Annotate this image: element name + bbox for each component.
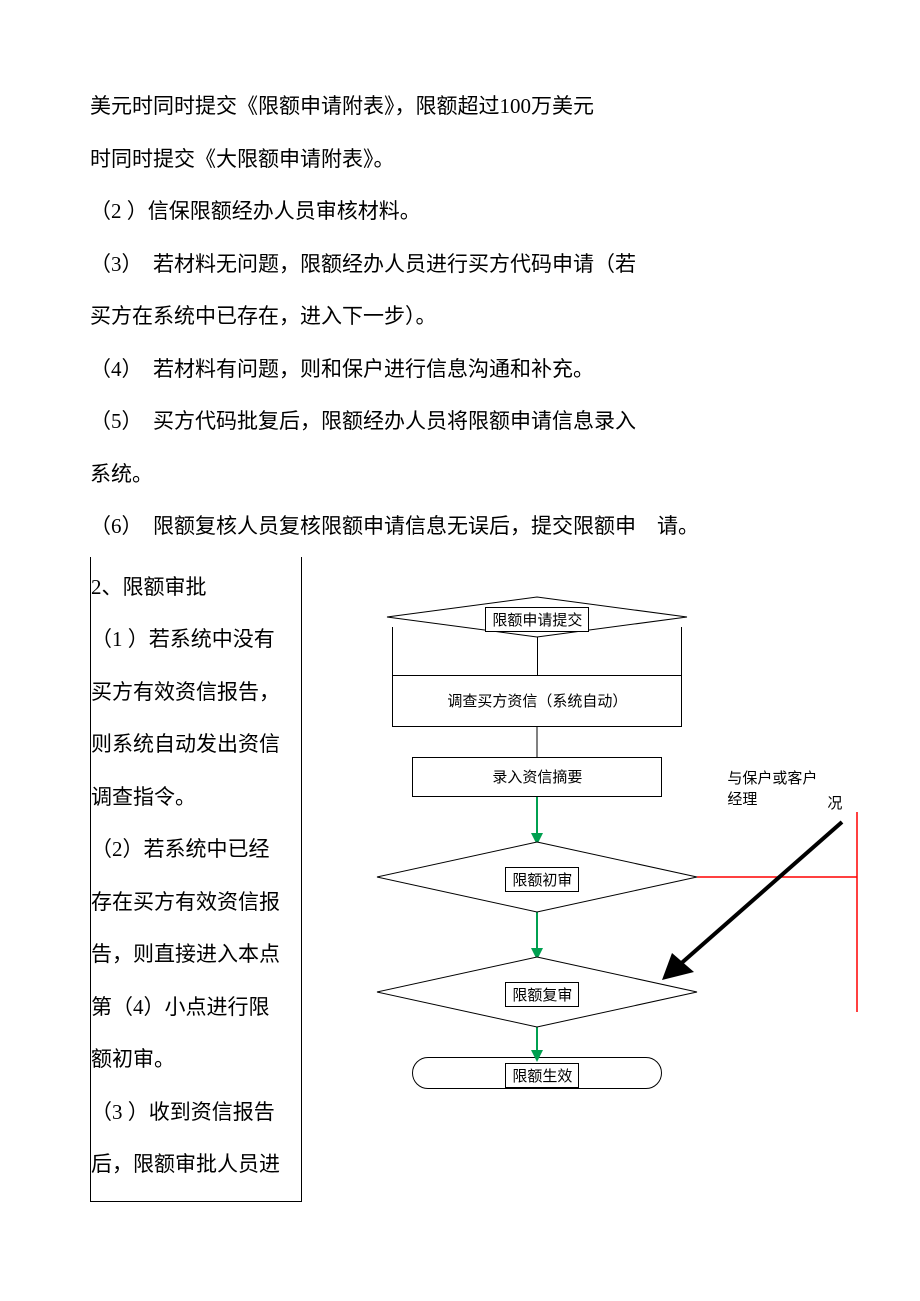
two-column-section: 2、限额审批 （1 ）若系统中没有 买方有效资信报告， 则系统自动发出资信 调查… <box>90 557 830 1202</box>
flow-node-submit-label: 限额申请提交 <box>485 607 589 632</box>
flow-node-input: 录入资信摘要 <box>412 757 662 797</box>
para-3-line-2: 买方在系统中已存在，进入下一步）。 <box>90 290 830 343</box>
flow-second-review-label: 限额复审 <box>505 982 579 1007</box>
left-line: 调查指令。 <box>91 771 293 824</box>
left-line: 额初审。 <box>91 1033 293 1086</box>
arrow-to-second-review <box>530 912 544 960</box>
para-1-line-1: 美元时同时提交《限额申请附表》，限额超过100万美元 <box>90 80 830 133</box>
left-line: 第（4）小点进行限 <box>91 981 293 1034</box>
left-line: （1 ）若系统中没有 <box>91 613 293 666</box>
arrow-to-first-review <box>530 797 544 845</box>
para-2: （2 ）信保限额经办人员审核材料。 <box>90 185 830 238</box>
flow-side-label-2: 况 <box>827 792 842 813</box>
left-line: 存在买方有效资信报 <box>91 876 293 929</box>
para-6: （6） 限额复核人员复核限额申请信息无误后，提交限额申 请。 <box>90 500 830 553</box>
para-4: （4） 若材料有问题，则和保户进行信息沟通和补充。 <box>90 343 830 396</box>
para-3-line-1: （3） 若材料无问题，限额经办人员进行买方代码申请（若 <box>90 238 830 291</box>
left-line: 买方有效资信报告， <box>91 666 293 719</box>
flow-side-label-1: 与保户或客户经理 <box>727 767 830 809</box>
left-line: 2、限额审批 <box>91 561 293 614</box>
flow-outer-box: 调查买方资信（系统自动） <box>392 627 682 727</box>
arrow-to-effective <box>530 1027 544 1062</box>
left-line: （2）若系统中已经 <box>91 823 293 876</box>
flow-effective-label: 限额生效 <box>505 1063 579 1088</box>
left-column-text: 2、限额审批 （1 ）若系统中没有 买方有效资信报告， 则系统自动发出资信 调查… <box>90 557 302 1202</box>
para-5-line-2: 系统。 <box>90 448 830 501</box>
document-text: 美元时同时提交《限额申请附表》，限额超过100万美元 时同时提交《大限额申请附表… <box>90 80 830 553</box>
left-line: 告，则直接进入本点 <box>91 928 293 981</box>
para-1-line-2: 时同时提交《大限额申请附表》。 <box>90 133 830 186</box>
flow-node-investigate: 调查买方资信（系统自动） <box>392 675 682 727</box>
left-line: 则系统自动发出资信 <box>91 718 293 771</box>
flow-first-review-label: 限额初审 <box>505 867 579 892</box>
left-line: 后，限额审批人员进 <box>91 1138 293 1191</box>
connector-line-1 <box>536 727 538 757</box>
para-5-line-1: （5） 买方代码批复后，限额经办人员将限额申请信息录入 <box>90 395 830 448</box>
left-line: （3 ）收到资信报告 <box>91 1086 293 1139</box>
flowchart-diagram: 限额申请提交 调查买方资信（系统自动） 录入资信摘要 与保户或客户经理 况 限额… <box>312 597 830 1177</box>
